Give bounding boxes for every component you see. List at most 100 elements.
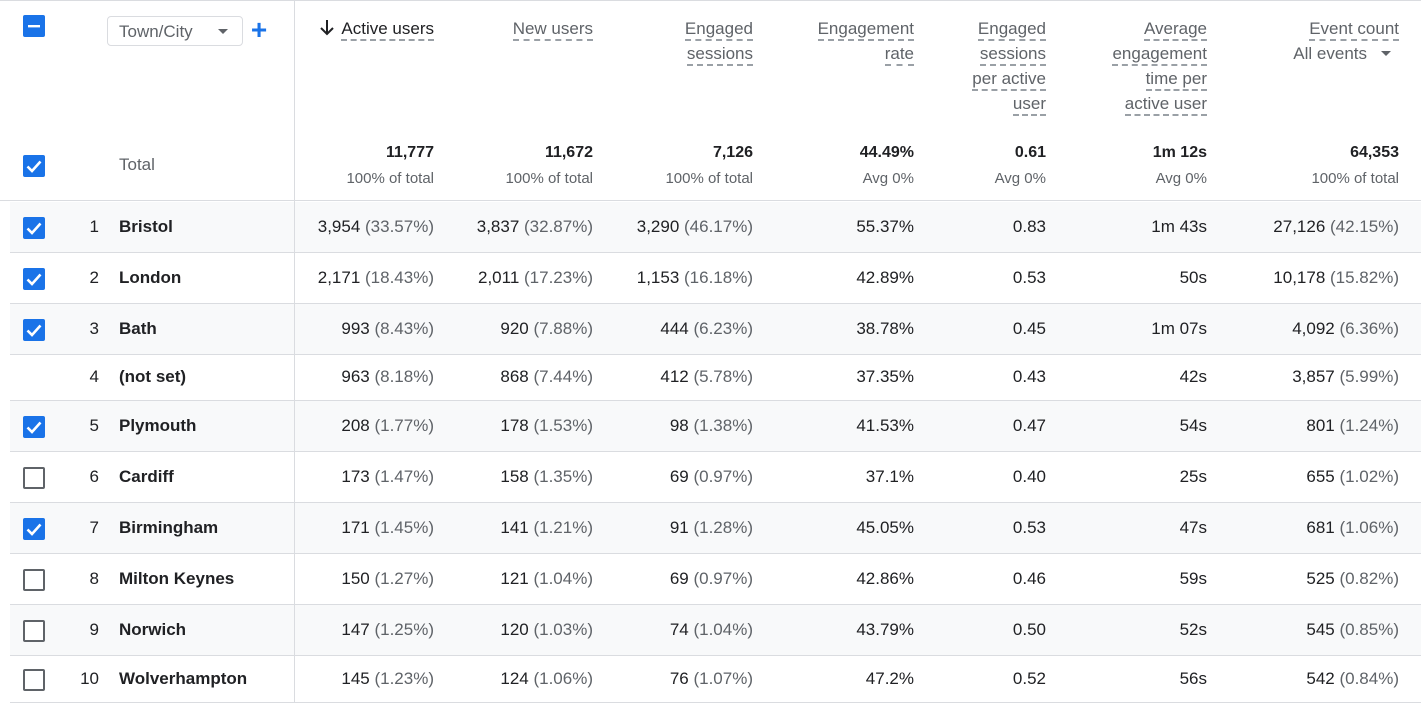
metric-percent: (15.82%) [1330, 268, 1399, 287]
metric-cell: 47s [1180, 518, 1207, 538]
row-city[interactable]: London [119, 268, 182, 287]
metric-cell: 158 (1.35%) [500, 467, 593, 487]
row-checkbox[interactable] [23, 467, 45, 489]
metric-value: 0.53 [1012, 518, 1046, 537]
metric-value: 38.78% [856, 319, 914, 338]
table-row[interactable]: 6 Cardiff 173 (1.47%) 158 (1.35%) 69 (0.97%)… [10, 452, 1421, 503]
column-header-line: time per [1112, 66, 1207, 91]
row-rank: 6 [89, 467, 99, 486]
total-value: 0.61 [1014, 144, 1046, 161]
metric-cell: 525 (0.82%) [1306, 569, 1399, 589]
row-checkbox[interactable] [23, 217, 45, 239]
column-header-text: Engaged [684, 19, 753, 41]
metric-percent: (1.77%) [374, 416, 434, 435]
metric-cell: 963 (8.18%) [341, 367, 434, 387]
row-checkbox[interactable] [23, 669, 45, 691]
metric-value: 42.89% [856, 268, 914, 287]
table-row[interactable]: 7 Birmingham 171 (1.45%) 141 (1.21%) 91 (1.2… [10, 503, 1421, 554]
table-row[interactable]: 4 (not set) 963 (8.18%) 868 (7.44%) 412 (5.7… [10, 355, 1421, 401]
metric-value: 412 [660, 367, 689, 386]
metric-cell: 412 (5.78%) [660, 367, 753, 387]
column-header-text: New users [512, 19, 593, 41]
row-city[interactable]: Plymouth [119, 416, 197, 435]
event-filter-select[interactable]: All events [1293, 44, 1391, 64]
column-header-line: Engaged [684, 16, 753, 41]
row-checkbox[interactable] [23, 569, 45, 591]
row-city[interactable]: Bath [119, 319, 157, 338]
metric-percent: (8.18%) [374, 367, 434, 386]
table-row[interactable]: 5 Plymouth 208 (1.77%) 178 (1.53%) 98 (1.38%… [10, 401, 1421, 452]
metric-value: 542 [1306, 669, 1335, 688]
metric-cell: 2,011 (17.23%) [478, 268, 593, 288]
total-value: 1m 12s [1152, 144, 1207, 161]
row-checkbox[interactable] [23, 319, 45, 341]
column-header-event-count[interactable]: Event count [1309, 16, 1399, 41]
row-checkbox[interactable] [23, 268, 45, 290]
column-header-text: time per [1145, 69, 1207, 91]
column-header-line: Average [1112, 16, 1207, 41]
metric-cell: 42.89% [856, 268, 914, 288]
metric-cell: 173 (1.47%) [341, 467, 434, 487]
metric-percent: (7.88%) [533, 319, 593, 338]
metric-value: 120 [500, 620, 529, 639]
column-header-engaged-sessions-per-user[interactable]: Engaged sessions per active user [972, 16, 1046, 116]
metric-value: 147 [341, 620, 370, 639]
metric-cell: 27,126 (42.15%) [1273, 217, 1399, 237]
metric-cell: 681 (1.06%) [1306, 518, 1399, 538]
row-city[interactable]: Milton Keynes [119, 569, 235, 588]
metric-value: 52s [1179, 620, 1207, 639]
event-filter-label: All events [1293, 44, 1367, 63]
metric-cell: 171 (1.45%) [341, 518, 434, 538]
row-checkbox[interactable] [23, 518, 45, 540]
metric-value: 141 [500, 518, 529, 537]
total-value: 11,777 [385, 144, 434, 161]
row-city[interactable]: Wolverhampton [119, 669, 248, 688]
metric-cell: 69 (0.97%) [670, 569, 753, 589]
total-subtext: 100% of total [346, 170, 434, 187]
row-checkbox[interactable] [23, 416, 45, 438]
metric-cell: 42s [1180, 367, 1207, 387]
select-all-checkbox[interactable] [23, 15, 45, 37]
row-city[interactable]: (not set) [119, 367, 187, 386]
top-border [0, 0, 1421, 1]
table-row[interactable]: 1 Bristol 3,954 (33.57%) 3,837 (32.87%) 3,29… [10, 202, 1421, 253]
total-cell: 64,353 100% of total [1311, 143, 1399, 189]
row-city[interactable]: Norwich [119, 620, 187, 639]
metric-cell: 178 (1.53%) [500, 416, 593, 436]
metric-value: 0.53 [1012, 268, 1046, 287]
column-header-text: Active users [341, 19, 434, 41]
add-dimension-button[interactable]: + [250, 14, 268, 45]
metric-cell: 69 (0.97%) [670, 467, 753, 487]
column-header-engagement-rate[interactable]: Engagement rate [817, 16, 914, 66]
table-row[interactable]: 3 Bath 993 (8.43%) 920 (7.88%) 444 (6.23%) 38… [10, 304, 1421, 355]
column-header-new-users[interactable]: New users [512, 16, 593, 41]
column-header-avg-engagement-time[interactable]: Average engagement time per active user [1112, 16, 1207, 116]
metric-cell: 1m 07s [1151, 319, 1207, 339]
metric-cell: 0.43 [1013, 367, 1046, 387]
total-checkbox[interactable] [23, 155, 45, 177]
row-rank: 4 [89, 367, 99, 386]
row-checkbox[interactable] [23, 620, 45, 642]
table-row[interactable]: 2 London 2,171 (18.43%) 2,011 (17.23%) 1,153… [10, 253, 1421, 304]
metric-cell: 55.37% [856, 217, 914, 237]
metric-cell: 145 (1.23%) [341, 669, 434, 689]
metric-value: 0.52 [1012, 669, 1046, 688]
metric-cell: 42.86% [856, 569, 914, 589]
metric-value: 3,837 [476, 217, 520, 236]
column-header-engaged-sessions[interactable]: Engaged sessions [684, 16, 753, 66]
dimension-select[interactable]: Town/City [107, 16, 243, 46]
total-subtext: 100% of total [505, 170, 593, 187]
metric-cell: 1,153 (16.18%) [637, 268, 753, 288]
total-cell: 11,777 100% of total [346, 143, 434, 189]
metric-value: 42.86% [856, 569, 914, 588]
row-city[interactable]: Bristol [119, 217, 173, 236]
column-header-text: Engagement [817, 19, 914, 41]
row-city[interactable]: Cardiff [119, 467, 174, 486]
row-city[interactable]: Birmingham [119, 518, 219, 537]
metric-cell: 801 (1.24%) [1306, 416, 1399, 436]
table-row[interactable]: 8 Milton Keynes 150 (1.27%) 121 (1.04%) 69 (… [10, 554, 1421, 605]
column-header-text: Event count [1309, 19, 1399, 41]
table-row[interactable]: 10 Wolverhampton 145 (1.23%) 124 (1.06%) 76 … [10, 656, 1421, 703]
column-header-active-users[interactable]: Active users [319, 16, 434, 41]
table-row[interactable]: 9 Norwich 147 (1.25%) 120 (1.03%) 74 (1.04%)… [10, 605, 1421, 656]
